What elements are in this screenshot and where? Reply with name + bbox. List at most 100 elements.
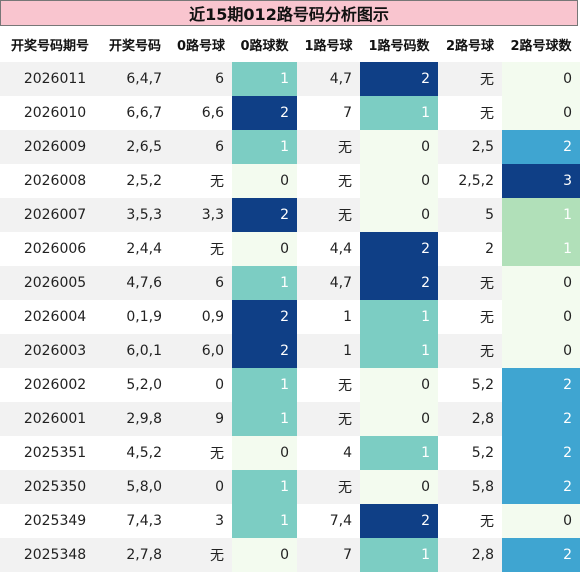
cell-route0-count: 0 <box>232 436 297 470</box>
header-route2-balls: 2路号球 <box>445 38 495 54</box>
cell-route0-balls: 无 <box>170 538 232 572</box>
cell-route0-balls: 6 <box>170 130 232 164</box>
cell-route2-balls: 5,8 <box>438 470 502 504</box>
cell-route2-count: 2 <box>502 538 580 572</box>
table-row: 2026001 2,9,8 9 1 无 0 2,8 2 <box>0 402 580 436</box>
cell-numbers: 0,1,9 <box>100 300 170 334</box>
table-title: 近15期012路号码分析图示 <box>0 0 578 26</box>
cell-numbers: 4,5,2 <box>100 436 170 470</box>
cell-route1-count: 2 <box>360 504 438 538</box>
cell-route2-balls: 无 <box>438 96 502 130</box>
cell-route2-balls: 5,2 <box>438 368 502 402</box>
cell-route2-count: 2 <box>502 130 580 164</box>
cell-route0-balls: 9 <box>170 402 232 436</box>
table-row: 2026011 6,4,7 6 1 4,7 2 无 0 <box>0 62 580 96</box>
table-row: 2026008 2,5,2 无 0 无 0 2,5,2 3 <box>0 164 580 198</box>
cell-period: 2025348 <box>0 538 100 572</box>
table-row: 2026010 6,6,7 6,6 2 7 1 无 0 <box>0 96 580 130</box>
cell-route2-count: 3 <box>502 164 580 198</box>
cell-route2-balls: 无 <box>438 334 502 368</box>
cell-route0-count: 1 <box>232 368 297 402</box>
cell-route0-count: 2 <box>232 300 297 334</box>
cell-route1-count: 2 <box>360 62 438 96</box>
cell-route0-count: 2 <box>232 198 297 232</box>
cell-route1-balls: 4,4 <box>297 232 360 266</box>
cell-period: 2025350 <box>0 470 100 504</box>
cell-route2-balls: 2,8 <box>438 402 502 436</box>
cell-route0-count: 0 <box>232 538 297 572</box>
header-route0-balls: 0路号球 <box>176 38 226 54</box>
cell-numbers: 2,7,8 <box>100 538 170 572</box>
cell-route2-count: 2 <box>502 368 580 402</box>
cell-route2-balls: 2,8 <box>438 538 502 572</box>
cell-period: 2026002 <box>0 368 100 402</box>
cell-route1-count: 2 <box>360 266 438 300</box>
cell-route2-count: 1 <box>502 232 580 266</box>
table-row: 2026002 5,2,0 0 1 无 0 5,2 2 <box>0 368 580 402</box>
cell-period: 2026009 <box>0 130 100 164</box>
cell-period: 2026001 <box>0 402 100 436</box>
cell-numbers: 6,4,7 <box>100 62 170 96</box>
cell-route0-count: 1 <box>232 402 297 436</box>
cell-route2-count: 0 <box>502 334 580 368</box>
header-numbers: 开奖号码 <box>108 38 161 54</box>
header-route0-count: 0路球数 <box>240 38 289 54</box>
cell-route1-balls: 7 <box>297 538 360 572</box>
header-route1-balls: 1路号球 <box>304 38 353 54</box>
cell-route1-balls: 无 <box>297 368 360 402</box>
cell-numbers: 6,0,1 <box>100 334 170 368</box>
cell-route0-balls: 0 <box>170 470 232 504</box>
cell-route0-balls: 6 <box>170 266 232 300</box>
cell-route2-balls: 5 <box>438 198 502 232</box>
cell-route2-balls: 无 <box>438 504 502 538</box>
cell-route1-count: 0 <box>360 470 438 504</box>
cell-route1-balls: 无 <box>297 130 360 164</box>
cell-route1-balls: 4 <box>297 436 360 470</box>
cell-route1-balls: 1 <box>297 300 360 334</box>
cell-route1-count: 1 <box>360 334 438 368</box>
cell-route0-count: 1 <box>232 62 297 96</box>
cell-route2-count: 2 <box>502 402 580 436</box>
cell-route1-count: 2 <box>360 232 438 266</box>
cell-period: 2026010 <box>0 96 100 130</box>
table-row: 2026006 2,4,4 无 0 4,4 2 2 1 <box>0 232 580 266</box>
cell-route2-balls: 2,5 <box>438 130 502 164</box>
cell-numbers: 2,4,4 <box>100 232 170 266</box>
cell-route0-balls: 无 <box>170 232 232 266</box>
cell-route0-count: 1 <box>232 266 297 300</box>
cell-period: 2026004 <box>0 300 100 334</box>
header-route1-count: 1路号码数 <box>368 38 430 54</box>
cell-route1-balls: 无 <box>297 402 360 436</box>
cell-route0-count: 1 <box>232 504 297 538</box>
cell-route2-count: 0 <box>502 266 580 300</box>
cell-route0-balls: 6,0 <box>170 334 232 368</box>
cell-period: 2025351 <box>0 436 100 470</box>
header-period: 开奖号码期号 <box>10 38 89 54</box>
cell-route2-count: 2 <box>502 436 580 470</box>
cell-route1-balls: 1 <box>297 334 360 368</box>
cell-numbers: 6,6,7 <box>100 96 170 130</box>
cell-route2-count: 0 <box>502 96 580 130</box>
cell-route1-count: 1 <box>360 436 438 470</box>
cell-period: 2026008 <box>0 164 100 198</box>
table-header-row: 开奖号码期号 开奖号码 0路号球 0路球数 1路号球 1路号码数 2路号球 2路… <box>0 27 580 61</box>
table-row: 2025350 5,8,0 0 1 无 0 5,8 2 <box>0 470 580 504</box>
cell-numbers: 4,7,6 <box>100 266 170 300</box>
cell-route1-count: 1 <box>360 300 438 334</box>
table-body: 2026011 6,4,7 6 1 4,7 2 无 0 2026010 6,6,7 6,6 2 7 1 无 0… <box>0 62 580 572</box>
cell-route2-count: 2 <box>502 470 580 504</box>
cell-route1-balls: 无 <box>297 198 360 232</box>
cell-route1-balls: 7 <box>297 96 360 130</box>
cell-route0-balls: 3,3 <box>170 198 232 232</box>
cell-route1-balls: 4,7 <box>297 266 360 300</box>
cell-route1-count: 0 <box>360 402 438 436</box>
cell-route2-balls: 无 <box>438 266 502 300</box>
table-row: 2026009 2,6,5 6 1 无 0 2,5 2 <box>0 130 580 164</box>
cell-route0-balls: 6 <box>170 62 232 96</box>
cell-route0-balls: 6,6 <box>170 96 232 130</box>
table-row: 2026004 0,1,9 0,9 2 1 1 无 0 <box>0 300 580 334</box>
cell-route2-count: 0 <box>502 300 580 334</box>
table-row: 2025351 4,5,2 无 0 4 1 5,2 2 <box>0 436 580 470</box>
cell-numbers: 2,5,2 <box>100 164 170 198</box>
